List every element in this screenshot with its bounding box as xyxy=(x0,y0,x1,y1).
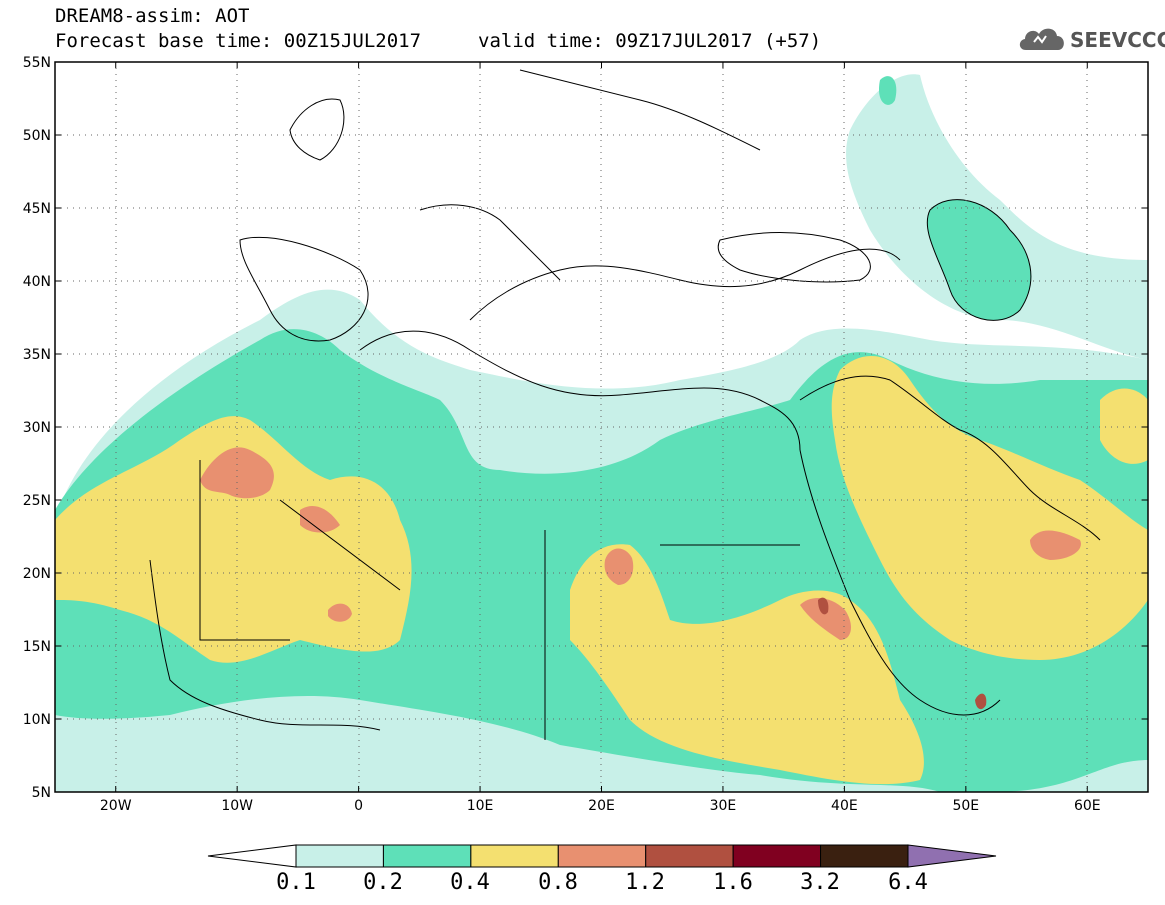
coastlines xyxy=(149,69,1101,740)
seevccc-logo: SEEVCCC xyxy=(1016,22,1165,58)
tick-marks xyxy=(55,61,1148,793)
longitude-label: 40E xyxy=(831,798,858,814)
latitude-label: 50N xyxy=(23,128,51,144)
contour-0.4-iran xyxy=(1100,388,1148,464)
latitude-label: 20N xyxy=(23,566,51,582)
colorbar-label: 1.2 xyxy=(625,870,665,895)
cloud-icon xyxy=(1019,28,1064,50)
colorbar-swatch xyxy=(557,844,647,868)
colorbar-swatch xyxy=(820,844,909,868)
colorbar-label: 0.4 xyxy=(450,870,490,895)
colorbar-swatch xyxy=(382,844,472,868)
graticule xyxy=(55,62,1148,792)
valid-time: valid time: 09Z17JUL2017 (+57) xyxy=(478,30,822,52)
contour-0.2-north xyxy=(878,76,897,105)
contour-0.8-chad xyxy=(604,548,634,585)
longitude-label: 10W xyxy=(221,798,253,814)
longitude-label: 10E xyxy=(467,798,494,814)
longitude-label: 20W xyxy=(100,798,132,814)
colorbar-swatch xyxy=(732,844,822,868)
longitude-label: 50E xyxy=(952,798,979,814)
forecast-base-time: Forecast base time: 00Z15JUL2017 xyxy=(55,30,422,52)
latitude-label: 30N xyxy=(23,420,51,436)
colorbar-label: 3.2 xyxy=(800,870,840,895)
colorbar-label: 0.8 xyxy=(538,870,578,895)
colorbar-label: 0.1 xyxy=(276,870,316,895)
contour-0.8-oman xyxy=(1030,530,1081,560)
contour-0.8-niger xyxy=(328,603,352,622)
contour-0.8-morocco xyxy=(200,447,274,499)
colorbar-swatch xyxy=(645,844,734,868)
map-title: DREAM8-assim: AOT xyxy=(55,5,250,27)
contour-0.8-eritrea xyxy=(800,598,852,640)
colorbar-low-arrow xyxy=(207,844,297,868)
contour-0.2-caspian xyxy=(927,199,1031,321)
longitude-label: 0 xyxy=(354,798,363,814)
latitude-label: 25N xyxy=(23,493,51,509)
colorbar-swatch xyxy=(470,844,559,868)
contour-0.8-algeria xyxy=(300,505,340,533)
latitude-label: 55N xyxy=(23,55,51,71)
contour-1.2-eritrea xyxy=(818,597,829,615)
latitude-label: 10N xyxy=(23,712,51,728)
latitude-label: 40N xyxy=(23,274,51,290)
longitude-label: 20E xyxy=(588,798,615,814)
longitude-label: 60E xyxy=(1074,798,1101,814)
longitude-label: 30E xyxy=(710,798,737,814)
latitude-label: 45N xyxy=(23,201,51,217)
logo-text: SEEVCCC xyxy=(1070,28,1165,52)
latitude-label: 35N xyxy=(23,347,51,363)
latitude-label: 15N xyxy=(23,639,51,655)
colorbar xyxy=(207,844,997,868)
colorbar-high-arrow xyxy=(907,844,997,868)
contour-0.4-arabia xyxy=(831,356,1148,660)
colorbar-label: 6.4 xyxy=(888,870,928,895)
colorbar-swatch xyxy=(295,844,384,868)
contour-1.2-somalia xyxy=(975,693,987,710)
longitude-labels: 20W 10W 0 10E 20E 30E 40E 50E 60E xyxy=(100,798,1101,814)
latitude-label: 5N xyxy=(32,785,51,801)
contour-0.4-sahara xyxy=(55,416,412,663)
colorbar-label: 1.6 xyxy=(713,870,753,895)
latitude-labels: 55N 50N 45N 40N 35N 30N 25N 20N 15N 10N 5N xyxy=(23,55,51,801)
colorbar-label: 0.2 xyxy=(363,870,403,895)
